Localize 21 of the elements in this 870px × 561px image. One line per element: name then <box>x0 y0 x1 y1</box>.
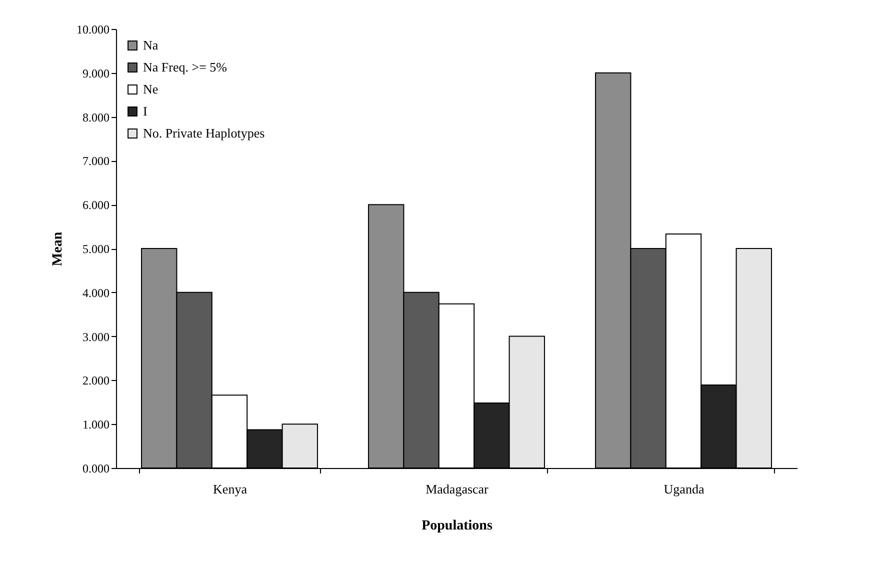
y-axis-title: Mean <box>50 232 66 266</box>
x-tick-label: Uganda <box>664 482 704 496</box>
x-tick-label: Kenya <box>213 482 248 496</box>
y-tick-label: 3.000 <box>82 330 110 344</box>
y-tick-label: 0.000 <box>82 462 110 476</box>
legend-label: Na Freq. >= 5% <box>143 60 228 74</box>
legend-label: Na <box>143 38 158 52</box>
y-tick-label: 8.000 <box>82 110 110 124</box>
legend-label: No. Private Haplotypes <box>143 126 265 140</box>
x-tick-label: Madagascar <box>426 482 490 496</box>
y-tick-label: 1.000 <box>82 418 110 432</box>
y-tick-label: 7.000 <box>82 154 110 168</box>
y-tick-label: 6.000 <box>82 198 110 212</box>
y-tick-label: 2.000 <box>82 374 110 388</box>
y-tick-label: 9.000 <box>82 66 110 80</box>
x-axis-title: Populations <box>422 518 493 534</box>
legend-label: Ne <box>143 82 158 96</box>
y-tick-label: 10.000 <box>76 22 110 36</box>
y-tick-label: 4.000 <box>82 286 110 300</box>
legend-label: I <box>143 104 148 118</box>
y-tick-label: 5.000 <box>82 242 110 256</box>
